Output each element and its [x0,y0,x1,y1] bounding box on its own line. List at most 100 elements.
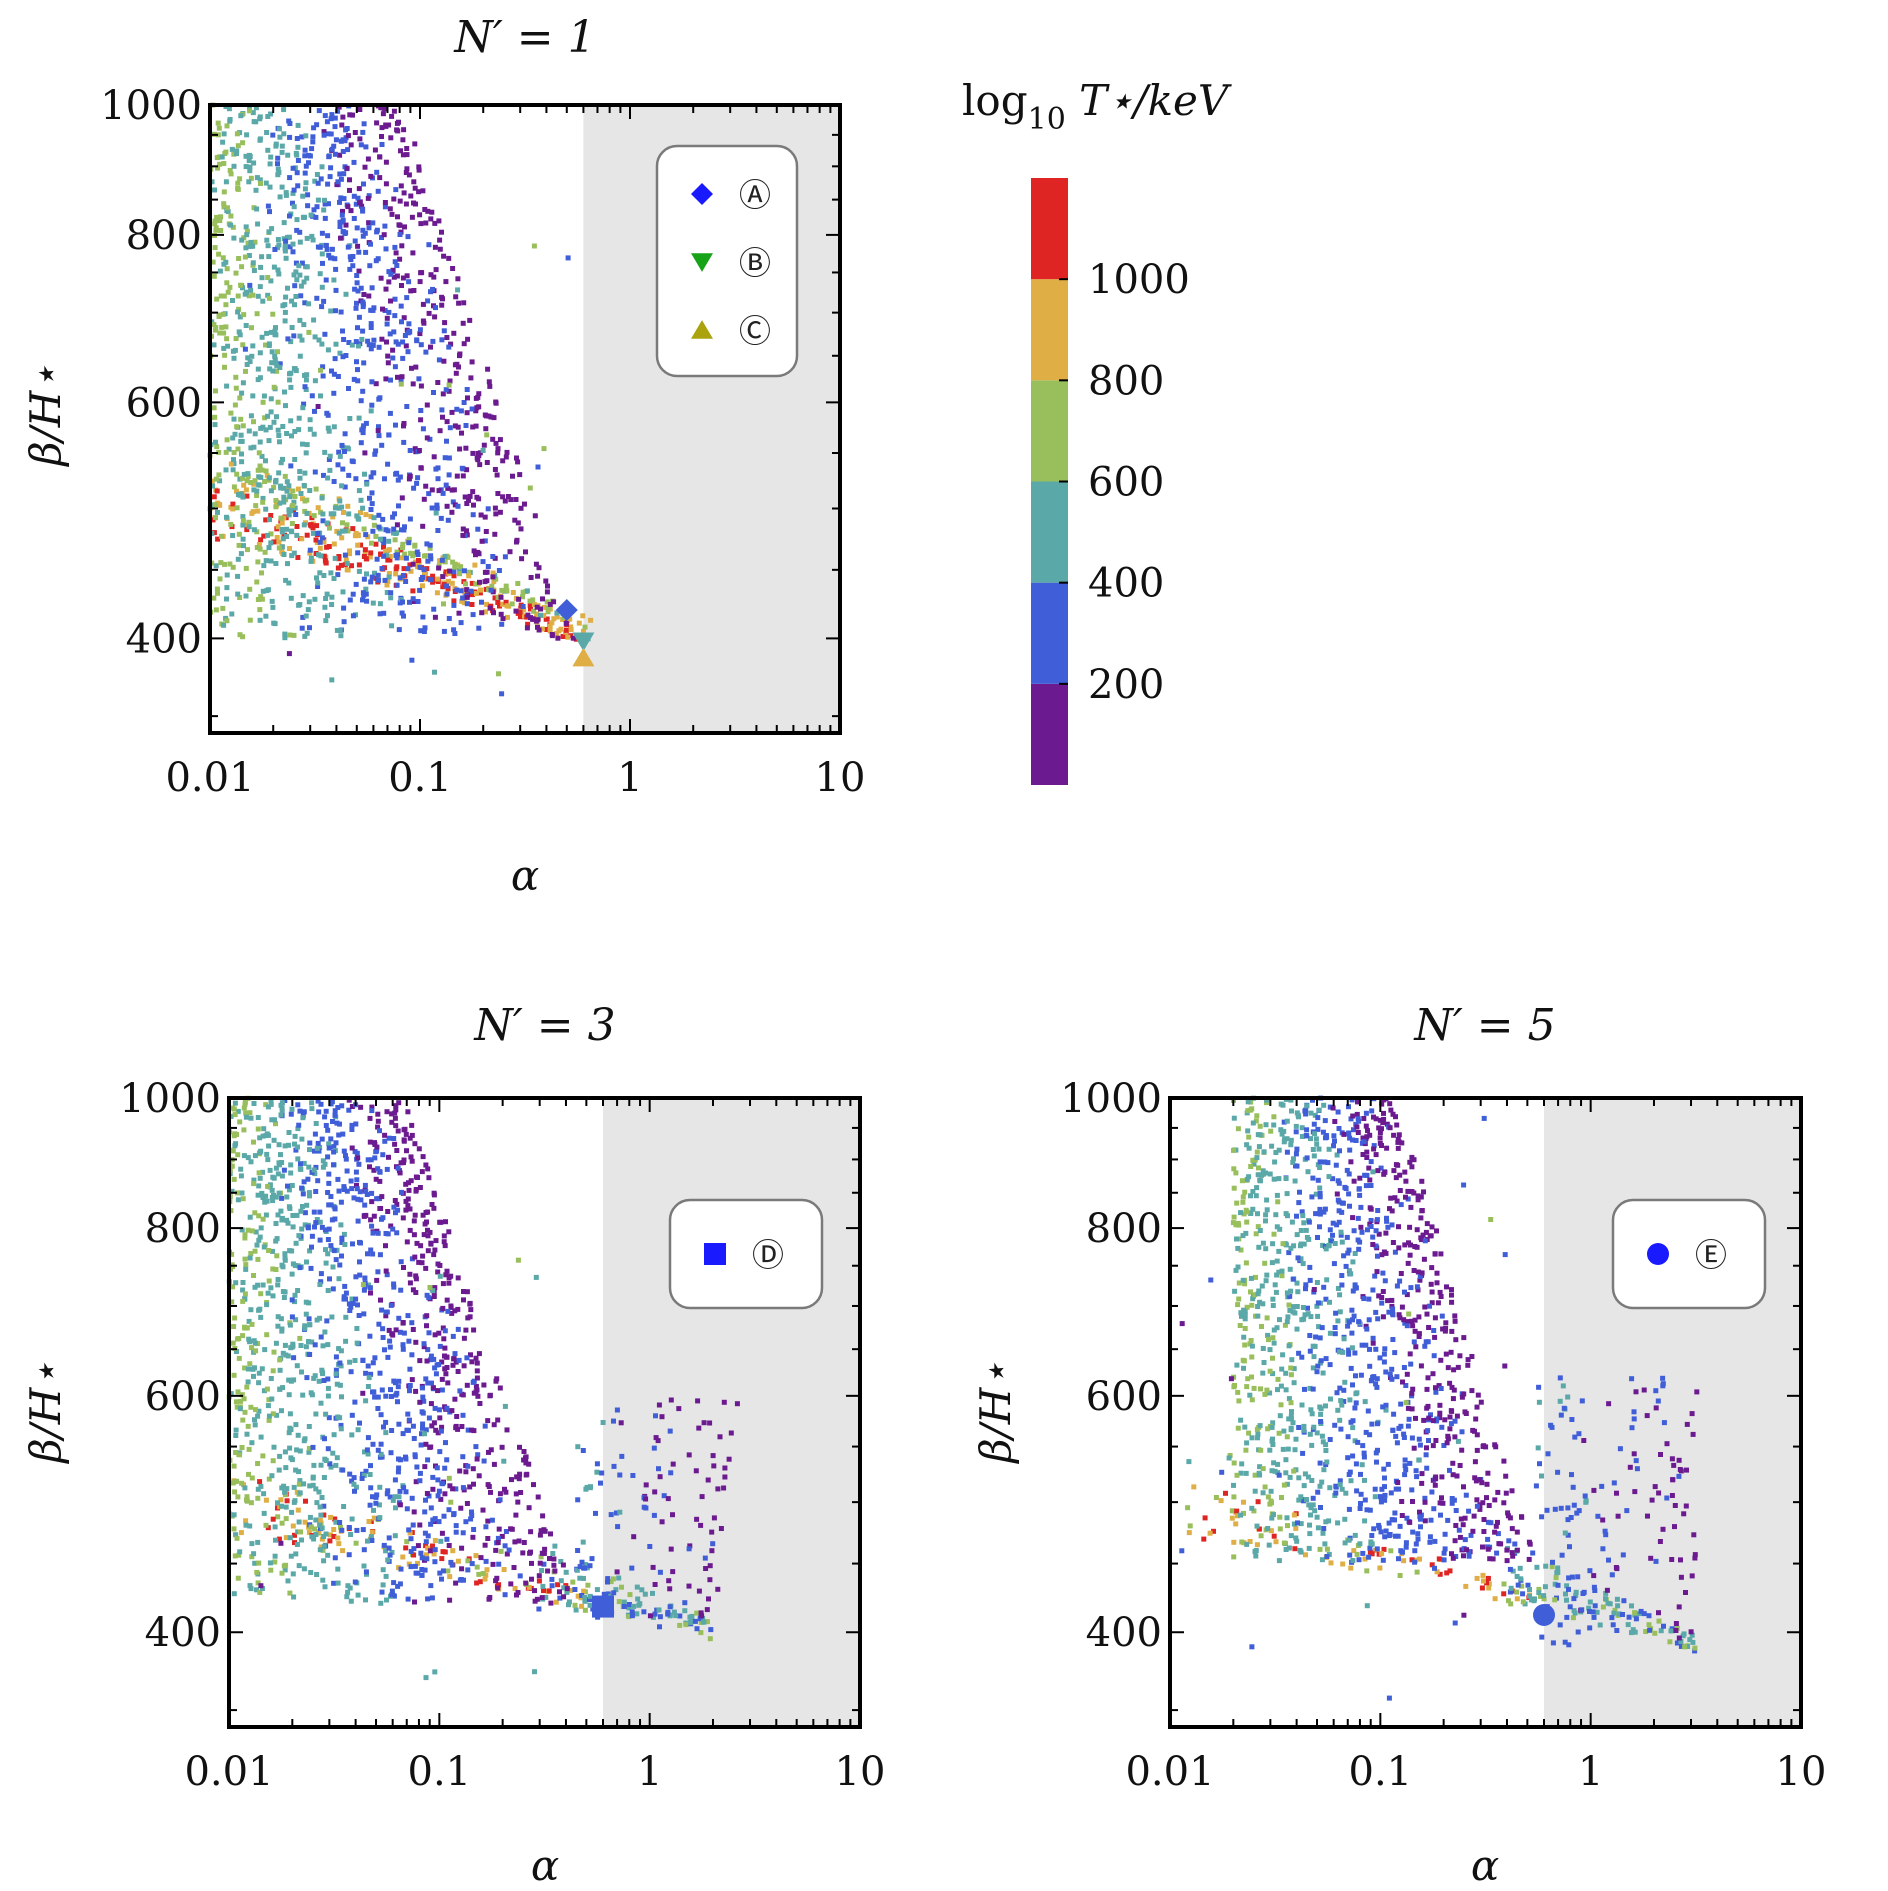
scatter-point [328,131,334,137]
scatter-point [464,528,469,534]
scatter-point [1301,1241,1307,1247]
scatter-point [305,1224,311,1230]
scatter-point [233,1399,239,1405]
scatter-point [335,1176,341,1182]
scatter-point [365,1435,371,1441]
scatter-point [299,1537,304,1543]
scatter-point [296,1469,302,1475]
scatter-point [419,1260,425,1266]
scatter-point [406,476,412,482]
scatter-point [364,598,370,604]
scatter-point [535,573,541,579]
scatter-point [451,1356,457,1362]
scatter-point [397,1502,403,1508]
scatter-point [527,602,533,608]
scatter-point [304,372,310,378]
scatter-point [647,1544,653,1549]
scatter-point [252,1248,258,1254]
scatter-point [290,503,296,509]
scatter-point [319,341,325,347]
scatter-point [297,317,303,323]
scatter-point [288,1170,294,1176]
scatter-point [1263,1278,1269,1284]
scatter-point [555,1582,561,1588]
scatter-point [440,414,445,420]
scatter-point [422,207,428,212]
scatter-point [463,1469,469,1475]
scatter-point [296,1481,302,1487]
scatter-point [1419,1178,1425,1184]
scatter-point [237,314,243,320]
scatter-point [240,522,246,528]
scatter-point [289,1509,295,1515]
scatter-point [440,1325,446,1331]
scatter-point [378,1206,384,1211]
scatter-point [306,1316,312,1322]
scatter-point [437,1449,443,1455]
scatter-point [309,393,315,399]
scatter-point [360,227,366,233]
scatter-point [223,259,229,265]
scatter-point [394,1201,400,1207]
scatter-point [473,591,479,596]
scatter-point [396,1100,402,1106]
scatter-point [575,1593,581,1599]
scatter-point [254,488,260,494]
scatter-point [560,634,566,639]
scatter-point [295,144,301,150]
scatter-point [255,508,261,514]
x-tick-label: 10 [835,1749,886,1795]
scatter-point [428,344,433,350]
scatter-point [549,1583,555,1589]
scatter-point [382,106,388,112]
scatter-point [273,561,279,566]
scatter-point [288,1111,294,1117]
scatter-point [396,222,402,228]
scatter-point [255,559,261,565]
scatter-point [458,408,464,414]
scatter-point [231,450,237,455]
scatter-point [1271,1327,1277,1333]
scatter-point [430,1474,436,1480]
scatter-point [411,200,416,206]
scatter-point [262,1347,268,1353]
scatter-point [1434,1228,1439,1234]
scatter-point [532,1598,538,1604]
scatter-point [307,547,313,553]
scatter-point [456,364,461,370]
scatter-point [273,1537,278,1543]
scatter-point [1360,1152,1366,1157]
scatter-point [275,349,280,355]
scatter-point [264,1386,270,1392]
scatter-point [1371,1526,1377,1532]
scatter-point [375,572,381,578]
scatter-point [461,1335,467,1341]
scatter-point [242,1365,248,1371]
scatter-point [446,616,452,621]
scatter-point [1422,1499,1428,1505]
scatter-point [1349,1307,1355,1313]
scatter-point [213,325,219,331]
scatter-point [399,1189,404,1195]
scatter-point [371,1389,377,1395]
scatter-point [317,1518,323,1523]
scatter-point [232,1112,238,1118]
scatter-point [531,608,537,614]
scatter-point [334,1455,340,1461]
scatter-point [240,1196,246,1202]
scatter-point [417,327,423,333]
scatter-point [530,616,535,622]
scatter-point [300,1392,306,1398]
scatter-point [1518,1576,1524,1582]
scatter-point [514,455,519,461]
scatter-point [1260,1301,1266,1307]
scatter-point [491,610,496,616]
scatter-point [373,448,379,454]
scatter-point [271,539,277,545]
scatter-point [355,542,361,548]
scatter-point [1526,1556,1532,1562]
scatter-point [396,1421,402,1427]
y-tick-label: 400 [126,616,202,662]
